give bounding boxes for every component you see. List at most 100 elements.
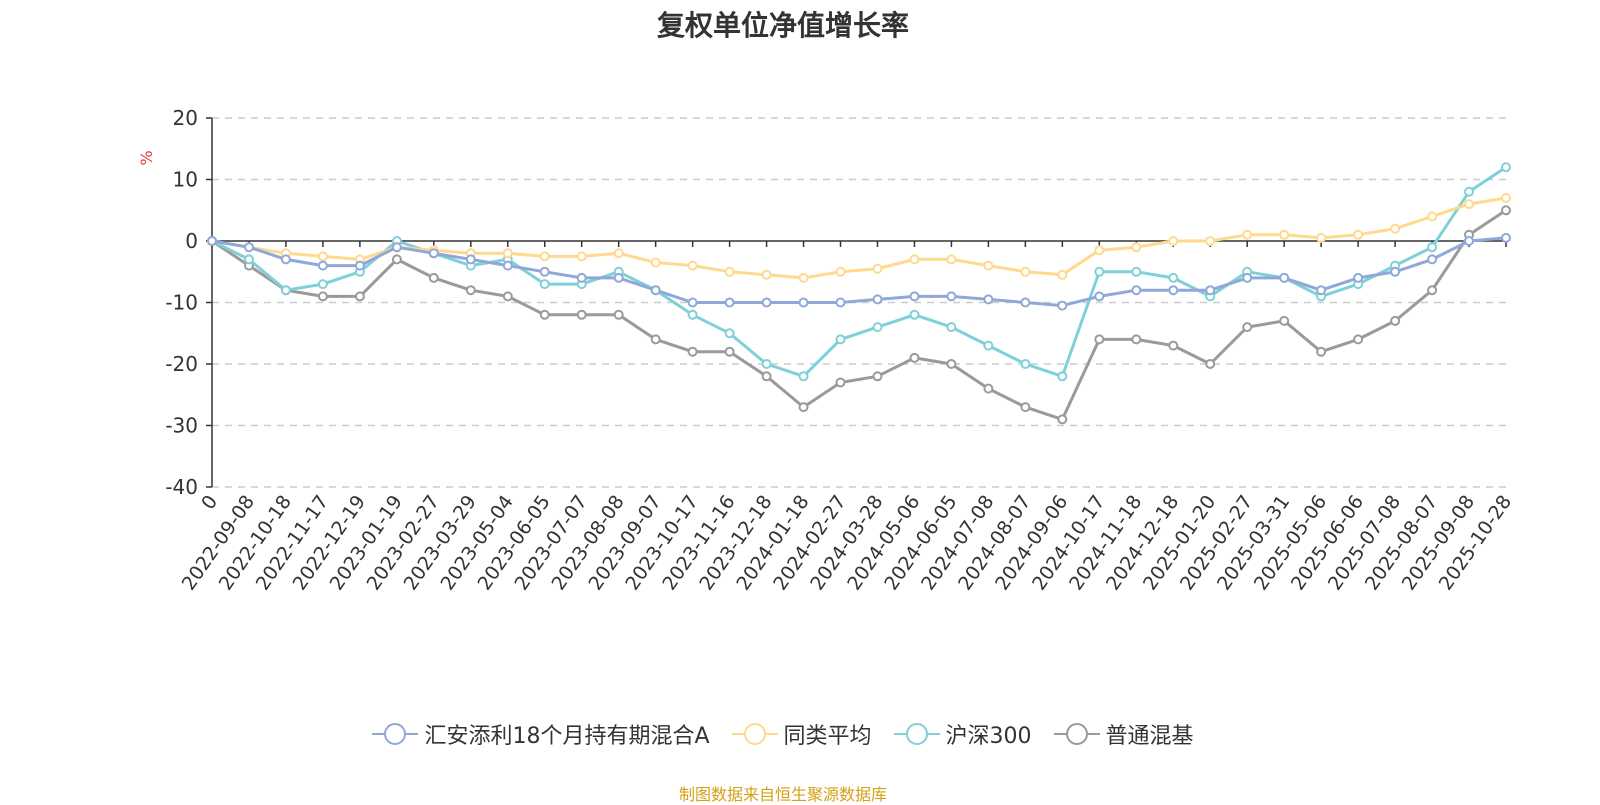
data-point — [835, 377, 846, 388]
y-tick-label: -30 — [165, 414, 198, 438]
data-point — [1501, 192, 1511, 203]
data-point — [1464, 236, 1474, 246]
data-point — [1279, 229, 1290, 240]
legend: 汇安添利18个月持有期混合A 同类平均 沪深300 普通混基 — [0, 718, 1566, 750]
data-point — [761, 269, 772, 280]
data-point — [724, 297, 735, 308]
data-point — [724, 346, 735, 357]
y-tick-label: 0 — [185, 229, 198, 253]
data-point — [1020, 266, 1031, 277]
data-point — [1316, 285, 1327, 296]
data-point — [1427, 211, 1438, 222]
data-point — [317, 291, 328, 302]
data-point — [428, 272, 439, 283]
data-point — [613, 272, 624, 283]
data-point — [835, 334, 846, 345]
legend-marker-icon — [893, 723, 940, 745]
x-tick-label: 0 — [197, 491, 222, 514]
data-point — [244, 254, 254, 265]
data-point — [1353, 229, 1364, 240]
data-point — [1057, 414, 1068, 425]
data-point — [1390, 266, 1401, 277]
legend-marker-icon — [372, 723, 419, 745]
data-point — [1168, 340, 1179, 351]
data-point — [946, 291, 957, 302]
data-point — [1020, 297, 1031, 308]
data-point — [1205, 285, 1216, 296]
data-point — [1427, 254, 1438, 265]
data-point — [1501, 205, 1511, 216]
data-point — [317, 251, 328, 262]
legend-marker-icon — [731, 723, 778, 745]
data-point — [465, 254, 476, 265]
legend-item[interactable]: 沪深300 — [893, 718, 1032, 750]
data-point — [1464, 186, 1474, 197]
data-point — [1464, 199, 1474, 210]
data-point — [391, 242, 402, 253]
legend-item[interactable]: 普通混基 — [1053, 718, 1194, 750]
series-line — [211, 196, 1507, 280]
data-point — [1131, 242, 1142, 253]
data-point — [1168, 272, 1179, 283]
data-point — [1242, 229, 1253, 240]
data-point — [872, 263, 883, 274]
data-point — [613, 248, 624, 259]
data-point — [946, 359, 957, 369]
y-axis: 20 10 0 -10 -20 -30 -40 — [165, 106, 213, 499]
data-point — [1057, 300, 1068, 311]
data-point — [244, 242, 254, 253]
data-point — [391, 254, 402, 265]
data-point — [576, 272, 587, 283]
data-point — [946, 322, 957, 333]
data-point — [909, 291, 920, 302]
data-point — [428, 248, 439, 259]
data-point — [207, 236, 217, 246]
data-point — [650, 334, 661, 345]
data-point — [1353, 272, 1364, 283]
data-point — [1279, 315, 1290, 326]
data-point — [1242, 272, 1253, 283]
data-point — [909, 352, 920, 363]
data-point — [539, 251, 550, 262]
data-point — [724, 266, 735, 277]
data-point — [798, 402, 809, 413]
data-point — [650, 285, 661, 296]
data-point — [983, 383, 994, 394]
data-point — [650, 257, 661, 268]
data-point — [1168, 236, 1179, 246]
data-point — [1501, 232, 1511, 243]
data-point — [1020, 402, 1031, 413]
data-point — [1316, 232, 1327, 243]
data-point — [872, 322, 883, 333]
data-point — [1094, 245, 1105, 256]
data-point — [1094, 266, 1105, 277]
data-point — [687, 346, 698, 357]
legend-item[interactable]: 同类平均 — [731, 718, 872, 750]
series-line — [211, 209, 1507, 421]
data-point — [280, 285, 291, 296]
data-point — [687, 309, 698, 320]
data-point — [317, 279, 328, 290]
data-point — [761, 359, 772, 369]
data-point — [761, 297, 772, 308]
y-tick-label: 10 — [173, 168, 198, 192]
y-axis-unit-label: % — [137, 150, 156, 165]
data-point — [1131, 334, 1142, 345]
data-point — [1131, 266, 1142, 277]
data-point — [872, 294, 883, 305]
data-point — [576, 309, 587, 320]
data-point — [1094, 291, 1105, 302]
data-point — [1427, 285, 1438, 296]
data-point — [576, 251, 587, 262]
data-point — [317, 260, 328, 271]
legend-item[interactable]: 汇安添利18个月持有期混合A — [372, 718, 710, 750]
data-point — [798, 272, 809, 283]
data-point — [835, 266, 846, 277]
y-tick-label: -10 — [165, 291, 198, 315]
data-point — [687, 260, 698, 271]
data-point — [1205, 236, 1216, 246]
data-point — [280, 254, 291, 265]
data-point — [946, 254, 957, 265]
data-point — [502, 291, 513, 302]
data-point — [1390, 223, 1401, 234]
